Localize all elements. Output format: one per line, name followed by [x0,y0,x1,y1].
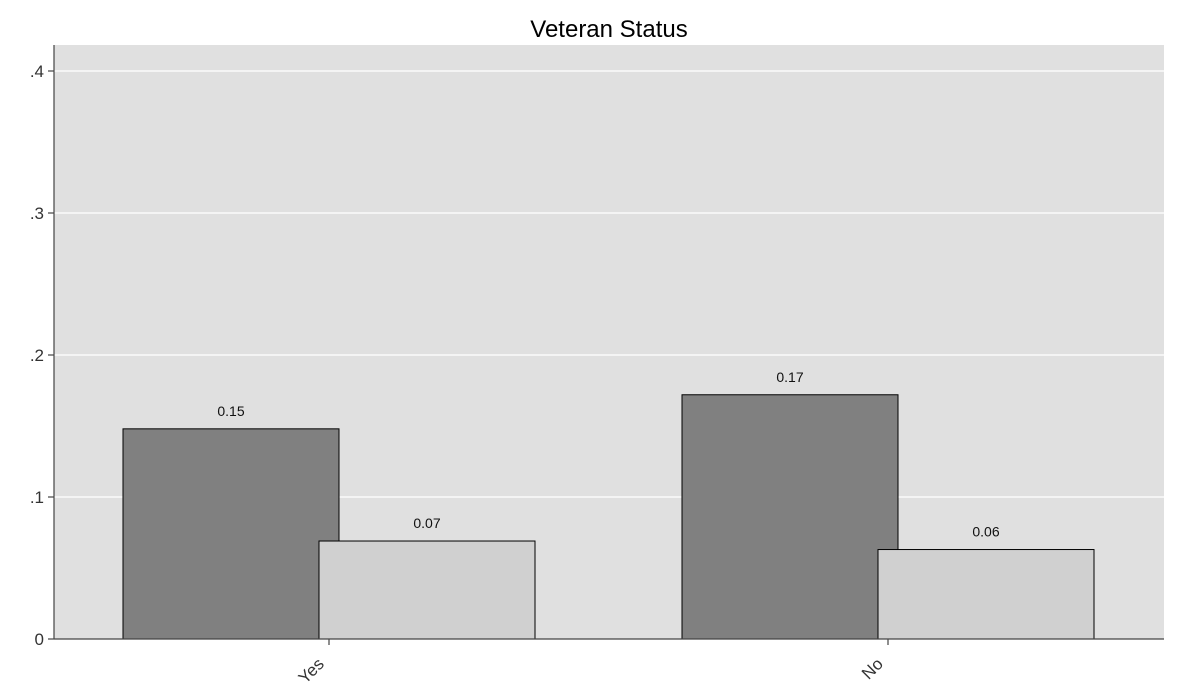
chart-title: Veteran Status [530,16,687,43]
y-axis: 0 .1 .2 .3 .4 [30,45,55,649]
y-tick-label: .4 [30,62,44,81]
y-tick-label: .1 [30,488,44,507]
y-tick-label: .2 [30,346,44,365]
data-label-yes-series-1: 0.15 [217,403,244,419]
data-label-no-series-2: 0.06 [972,524,999,540]
bar-yes-series-1 [122,428,340,640]
bar-no-series-1 [681,394,899,640]
bars [122,394,1095,640]
x-category-label: Yes [295,654,328,687]
x-axis: Yes No [54,638,1164,687]
data-labels: 0.15 0.07 0.17 0.06 [217,369,999,540]
x-category-label: No [858,654,887,683]
bar-no-series-2 [877,549,1095,640]
y-tick-label: 0 [35,630,44,649]
data-label-yes-series-2: 0.07 [413,515,440,531]
data-label-no-series-1: 0.17 [776,369,803,385]
bar-yes-series-2 [318,540,536,640]
y-tick-label: .3 [30,204,44,223]
